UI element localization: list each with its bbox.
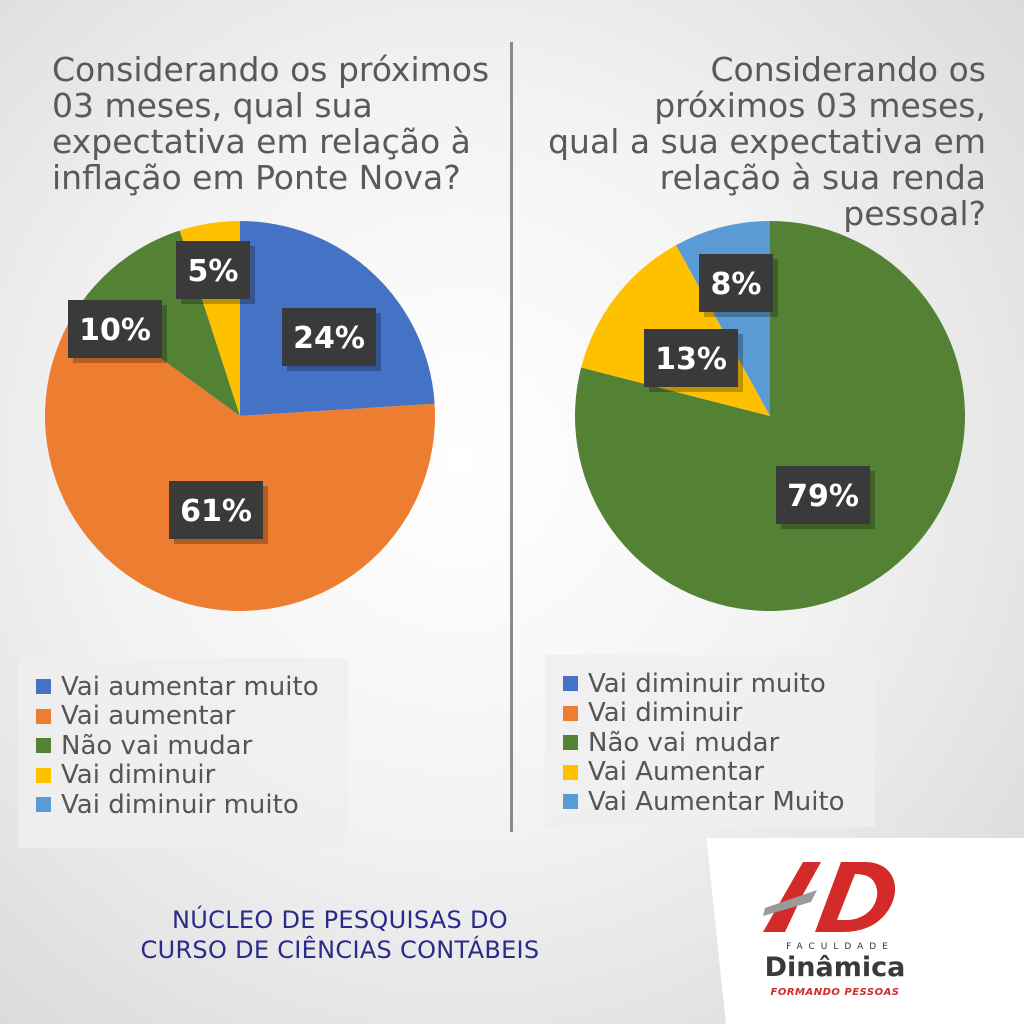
legend-swatch bbox=[36, 679, 51, 695]
legend-label: Vai aumentar bbox=[61, 701, 236, 732]
logo-name: Dinâmica bbox=[764, 952, 906, 983]
footer-line-1: NÚCLEO DE PESQUISAS DO bbox=[172, 906, 508, 934]
legend-item-1-1: Vai diminuir bbox=[563, 698, 857, 729]
legend-swatch bbox=[563, 764, 578, 780]
legend-item-1-0: Vai diminuir muito bbox=[563, 669, 857, 699]
legend-swatch bbox=[36, 738, 51, 754]
legend-label: Vai diminuir bbox=[61, 760, 216, 791]
footer-text: NÚCLEO DE PESQUISAS DO CURSO DE CIÊNCIAS… bbox=[110, 905, 570, 965]
data-label-1-3: 13% bbox=[644, 329, 743, 392]
legend-label: Vai diminuir muito bbox=[588, 668, 826, 699]
footer-line-2: CURSO DE CIÊNCIAS CONTÁBEIS bbox=[140, 936, 540, 964]
legend-label: Vai Aumentar bbox=[588, 757, 765, 788]
svg-text:10%: 10% bbox=[79, 313, 151, 348]
legend-label: Vai diminuir bbox=[588, 698, 743, 729]
svg-text:79%: 79% bbox=[787, 479, 859, 514]
data-label-0-0: 24% bbox=[282, 308, 381, 371]
pie-chart-income: 79% 13% 8% bbox=[575, 221, 965, 611]
legend-item-0-2: Não vai mudar bbox=[36, 731, 330, 761]
legend-inflation: Vai aumentar muito Vai aumentar Não vai mu… bbox=[18, 658, 348, 848]
logo-tagline: FORMANDO PESSOAS bbox=[770, 987, 900, 998]
legend-swatch bbox=[563, 705, 578, 721]
legend-item-1-4: Vai Aumentar Muito bbox=[563, 787, 857, 817]
svg-text:8%: 8% bbox=[711, 267, 762, 302]
legend-label: Não vai mudar bbox=[588, 727, 780, 758]
legend-label: Vai diminuir muito bbox=[61, 789, 299, 820]
legend-label: Vai aumentar muito bbox=[61, 671, 319, 702]
legend-item-1-2: Não vai mudar bbox=[563, 728, 857, 758]
divider bbox=[510, 42, 513, 832]
legend-swatch bbox=[563, 676, 578, 692]
pie-chart-inflation: 24% 61% 10% 5% bbox=[45, 221, 435, 611]
svg-text:24%: 24% bbox=[293, 321, 365, 356]
logo-small-text: FACULDADE bbox=[786, 942, 894, 952]
pie-slice-0-1 bbox=[45, 301, 435, 611]
legend-item-0-4: Vai diminuir muito bbox=[36, 790, 330, 820]
legend-item-1-3: Vai Aumentar bbox=[563, 757, 857, 788]
svg-text:61%: 61% bbox=[180, 494, 252, 529]
svg-text:5%: 5% bbox=[188, 254, 239, 289]
legend-swatch bbox=[563, 735, 578, 751]
legend-label: Não vai mudar bbox=[61, 730, 253, 761]
legend-swatch bbox=[563, 794, 578, 810]
data-label-0-1: 61% bbox=[169, 481, 268, 544]
logo-icon bbox=[763, 862, 896, 932]
legend-swatch bbox=[36, 767, 51, 783]
legend-item-0-1: Vai aumentar bbox=[36, 701, 330, 732]
legend-swatch bbox=[36, 797, 51, 813]
chart-title-inflation: Considerando os próximos 03 meses, qual … bbox=[52, 50, 490, 197]
data-label-1-4: 8% bbox=[699, 254, 778, 317]
svg-text:13%: 13% bbox=[655, 342, 727, 377]
legend-label: Vai Aumentar Muito bbox=[588, 786, 845, 817]
legend-item-0-0: Vai aumentar muito bbox=[36, 672, 330, 702]
legend-item-0-3: Vai diminuir bbox=[36, 760, 330, 791]
data-label-1-2: 79% bbox=[776, 466, 875, 529]
legend-income: Vai diminuir muito Vai diminuir Não vai mu… bbox=[545, 655, 875, 827]
chart-title-income: Considerando os próximos 03 meses, qual … bbox=[548, 50, 986, 233]
legend-swatch bbox=[36, 708, 51, 724]
data-label-0-3: 5% bbox=[176, 241, 255, 304]
data-label-0-2: 10% bbox=[68, 300, 167, 363]
